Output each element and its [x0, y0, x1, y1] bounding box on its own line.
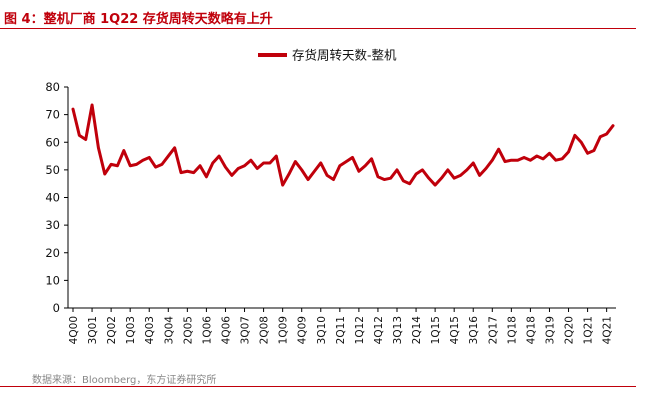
title-rule [0, 28, 636, 29]
x-tick-label: 1Q06 [201, 316, 213, 345]
x-tick-label: 2Q14 [411, 316, 423, 345]
x-tick-label: 3Q01 [87, 316, 99, 344]
x-tick-label: 3Q04 [163, 316, 175, 345]
x-tick-label: 4Q06 [220, 316, 232, 345]
x-axis-ticks: 4Q00 3Q01 2Q02 1Q03 4Q03 3Q04 2Q05 1Q06 4Q06 3Q07… [68, 308, 614, 344]
x-tick-label: 1Q15 [430, 316, 442, 344]
x-tick-label: 1Q12 [354, 316, 366, 344]
x-tick-label: 1Q18 [506, 316, 518, 344]
legend: 存货周转天数-整机 [258, 48, 397, 63]
series-line-inventory-days [71, 103, 615, 187]
y-tick-label: 30 [45, 218, 60, 232]
y-axis-ticks: 0 10 20 30 40 50 60 70 80 [45, 80, 68, 315]
x-tick-label: 4Q12 [373, 316, 385, 344]
x-tick-label: 2Q17 [487, 316, 499, 344]
y-tick-label: 50 [45, 163, 60, 177]
x-tick-label: 4Q15 [449, 316, 461, 344]
y-tick-label: 10 [45, 273, 60, 287]
y-tick-label: 70 [45, 108, 60, 122]
x-tick-label: 2Q20 [564, 316, 576, 344]
y-tick-label: 0 [53, 301, 60, 315]
x-tick-label: 4Q00 [68, 316, 80, 344]
source-note: 数据来源：Bloomberg，东方证券研究所 [32, 375, 217, 386]
x-tick-label: 2Q02 [106, 316, 118, 344]
y-tick-label: 40 [45, 191, 60, 205]
x-tick-label: 4Q09 [297, 316, 309, 344]
x-tick-label: 2Q05 [182, 316, 194, 344]
x-tick-label: 4Q18 [525, 316, 537, 344]
y-tick-label: 80 [45, 80, 60, 94]
x-tick-label: 3Q19 [544, 316, 556, 344]
figure-title: 图 4：整机厂商 1Q22 存货周转天数略有上升 [4, 12, 273, 27]
y-tick-label: 20 [45, 246, 60, 260]
y-tick-label: 60 [45, 135, 60, 149]
x-tick-label: 3Q07 [240, 316, 252, 344]
x-tick-label: 3Q16 [468, 316, 480, 345]
x-tick-label: 1Q09 [278, 316, 290, 344]
x-tick-label: 4Q03 [144, 316, 156, 344]
x-tick-label: 2Q08 [259, 316, 271, 344]
x-tick-label: 4Q21 [602, 316, 614, 344]
series-group [71, 103, 615, 187]
x-tick-label: 2Q11 [335, 316, 347, 344]
x-tick-label: 1Q21 [583, 316, 595, 344]
footer-rule [0, 386, 636, 387]
legend-label: 存货周转天数-整机 [292, 48, 397, 63]
x-tick-label: 1Q03 [125, 316, 137, 344]
x-tick-label: 3Q10 [316, 316, 328, 344]
x-tick-label: 3Q13 [392, 316, 404, 344]
